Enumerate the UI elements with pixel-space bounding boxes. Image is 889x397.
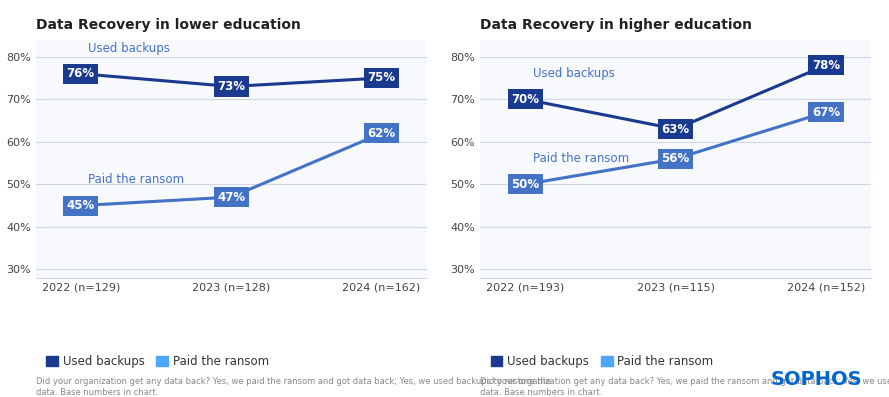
Text: 70%: 70% xyxy=(511,93,540,106)
Text: 62%: 62% xyxy=(367,127,396,140)
Text: Data Recovery in higher education: Data Recovery in higher education xyxy=(480,17,752,32)
Text: Used backups: Used backups xyxy=(533,67,614,80)
Text: Did your organization get any data back? Yes, we paid the ransom and got data ba: Did your organization get any data back?… xyxy=(36,377,550,397)
Text: 50%: 50% xyxy=(511,178,540,191)
Text: 47%: 47% xyxy=(217,191,245,204)
Text: Did your organization get any data back? Yes, we paid the ransom and got data ba: Did your organization get any data back?… xyxy=(480,377,889,397)
Text: Used backups: Used backups xyxy=(88,42,170,55)
Text: SOPHOS: SOPHOS xyxy=(771,370,862,389)
Text: 75%: 75% xyxy=(367,71,396,85)
Text: 63%: 63% xyxy=(661,123,690,135)
Legend: Used backups, Paid the ransom: Used backups, Paid the ransom xyxy=(42,351,274,373)
Text: 76%: 76% xyxy=(67,67,95,80)
Text: 78%: 78% xyxy=(812,59,840,72)
Text: Paid the ransom: Paid the ransom xyxy=(88,173,184,187)
Text: 73%: 73% xyxy=(217,80,245,93)
Text: 45%: 45% xyxy=(67,199,95,212)
Text: 56%: 56% xyxy=(661,152,690,165)
Text: Data Recovery in lower education: Data Recovery in lower education xyxy=(36,17,300,32)
Legend: Used backups, Paid the ransom: Used backups, Paid the ransom xyxy=(486,351,718,373)
Text: 67%: 67% xyxy=(812,106,840,119)
Text: Paid the ransom: Paid the ransom xyxy=(533,152,629,165)
